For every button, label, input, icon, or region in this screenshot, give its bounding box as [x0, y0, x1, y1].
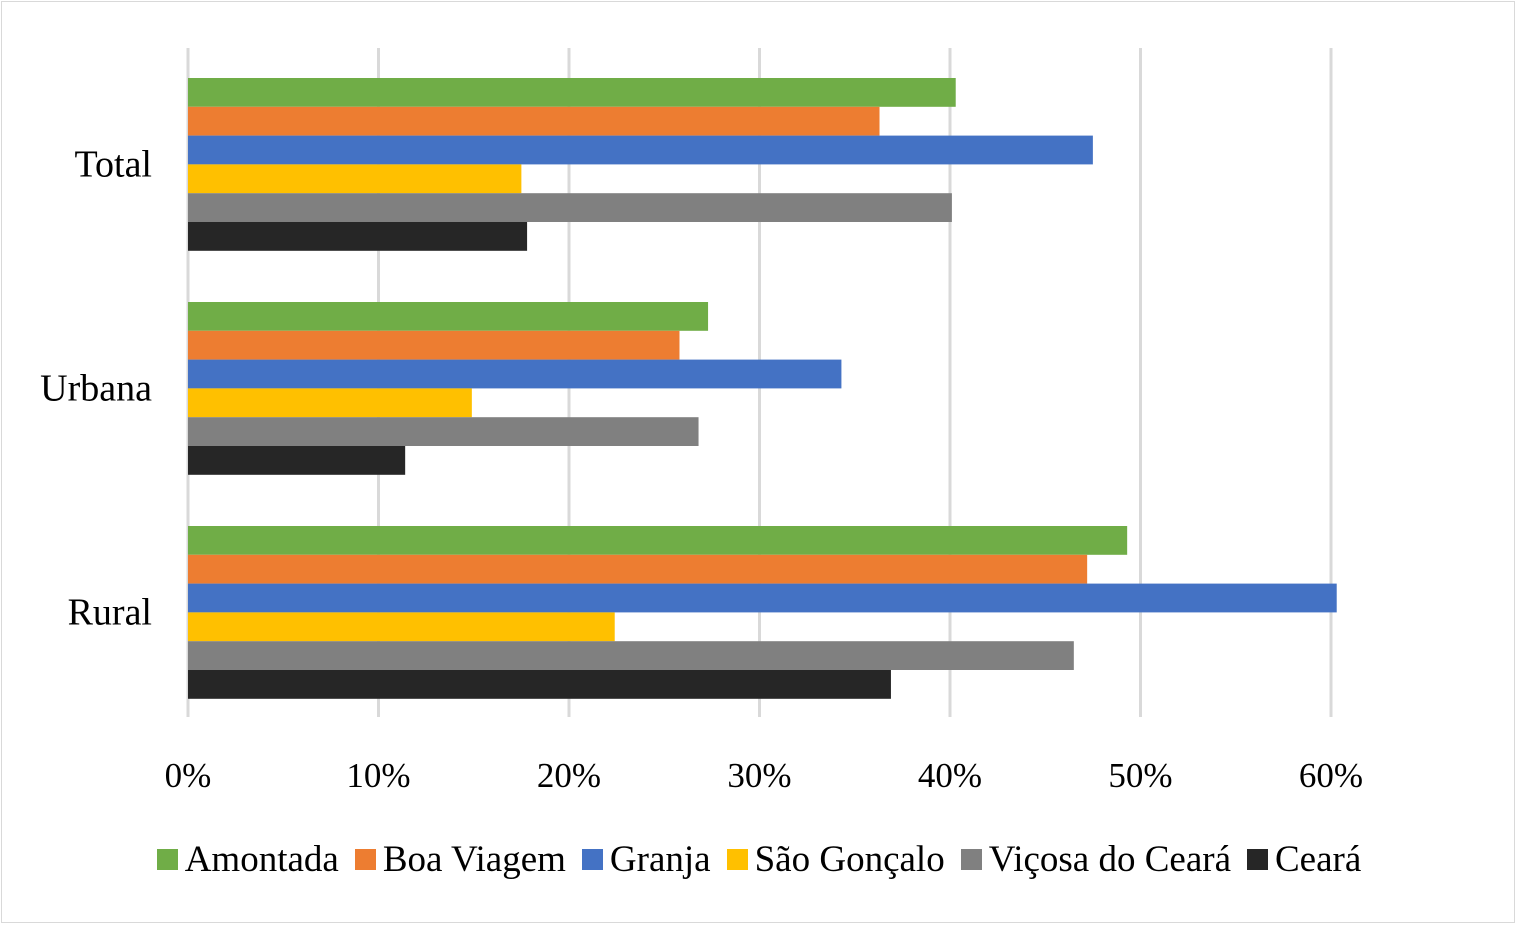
category-labels: Total Urbana Rural [40, 143, 152, 633]
bar-urbana-3 [188, 388, 472, 418]
legend-item: São Gonçalo [726, 838, 945, 881]
legend-item: Boa Viagem [354, 838, 566, 881]
bar-total-1 [188, 106, 880, 136]
legend-item: Viçosa do Ceará [960, 838, 1231, 881]
bar-urbana-1 [188, 330, 680, 360]
bar-rural-1 [188, 554, 1088, 584]
bar-total-0 [188, 78, 956, 107]
legend-label: Boa Viagem [382, 839, 566, 880]
legend-item: Ceará [1247, 838, 1361, 881]
category-label: Total [74, 143, 152, 185]
legend-item: Amontada [156, 838, 339, 881]
legend-label: Amontada [184, 839, 339, 880]
bar-rural-3 [188, 612, 615, 642]
legend-swatch [156, 849, 178, 870]
bar-total-5 [188, 222, 528, 251]
legend-item: Granja [581, 838, 711, 881]
bar-rural-2 [188, 583, 1337, 613]
x-tick-label: 20% [537, 756, 601, 795]
legend-label: Granja [609, 839, 711, 880]
x-tick-label: 60% [1299, 756, 1363, 795]
bar-rural-5 [188, 670, 891, 699]
x-tick-labels: 0% 10% 20% 30% 40% 50% 60% [165, 756, 1363, 795]
bars [188, 78, 1337, 699]
category-label: Urbana [40, 367, 152, 409]
category-label: Rural [68, 591, 152, 633]
bar-urbana-5 [188, 446, 406, 475]
legend-swatch [354, 849, 376, 870]
legend-label: Viçosa do Ceará [988, 839, 1231, 880]
legend-label: Ceará [1275, 839, 1362, 880]
x-tick-label: 30% [727, 756, 791, 795]
legend-label: São Gonçalo [754, 839, 945, 880]
bar-rural-0 [188, 526, 1128, 555]
legend-swatch [1247, 849, 1268, 870]
bar-urbana-4 [188, 417, 699, 446]
legend-swatch [581, 849, 603, 870]
bar-total-4 [188, 193, 952, 222]
legend: Amontada Boa Viagem Granja São Gonçalo Viços… [0, 838, 1518, 881]
x-tick-label: 40% [918, 756, 982, 795]
legend-swatch [726, 849, 748, 870]
x-tick-label: 10% [346, 756, 410, 795]
bar-total-3 [188, 164, 522, 194]
bar-rural-4 [188, 641, 1074, 670]
x-tick-label: 50% [1108, 756, 1172, 795]
x-tick-label: 0% [165, 756, 212, 795]
legend-swatch [960, 849, 982, 870]
bar-urbana-2 [188, 359, 842, 389]
bar-urbana-0 [188, 302, 709, 331]
bar-total-2 [188, 135, 1093, 165]
